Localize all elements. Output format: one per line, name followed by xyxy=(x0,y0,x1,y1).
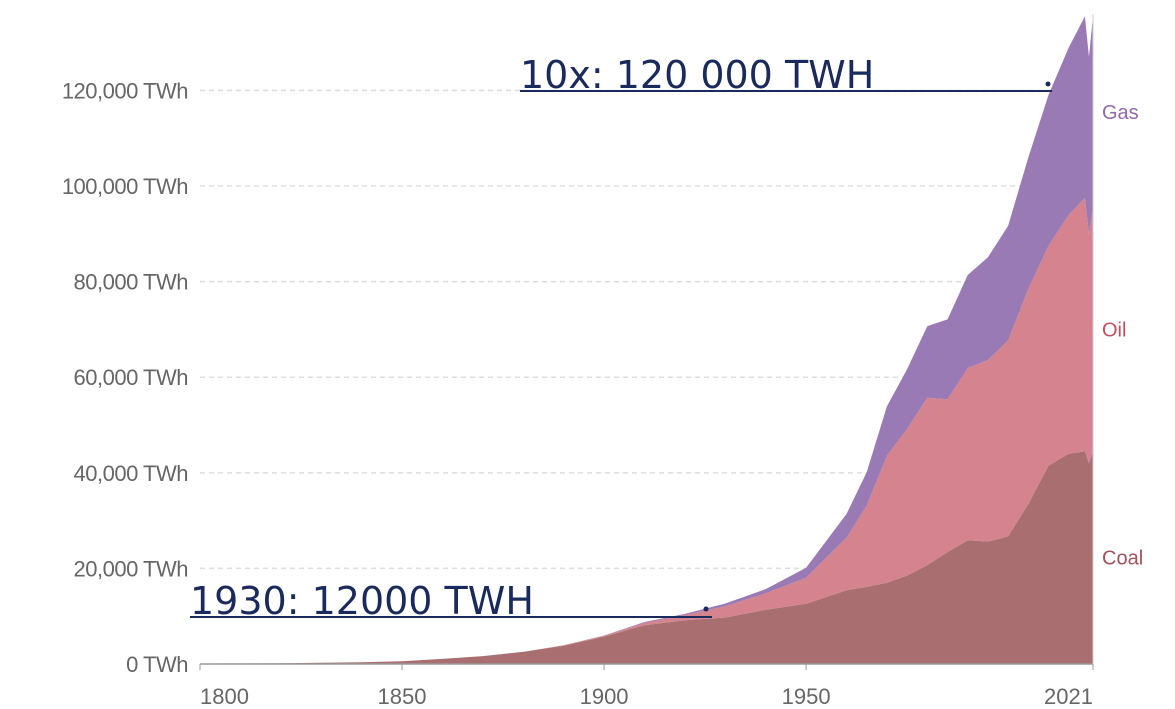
annotation: 1930: 12000 TWH xyxy=(190,579,534,623)
y-tick-label: 40,000 TWh xyxy=(74,461,188,486)
area xyxy=(200,198,1093,664)
y-tick-label: 20,000 TWh xyxy=(74,556,188,581)
area xyxy=(200,451,1093,664)
x-tick-label: 1850 xyxy=(378,684,427,709)
x-tick-label: 1800 xyxy=(200,684,249,709)
x-tick-label: 1900 xyxy=(580,684,629,709)
y-tick-label: 80,000 TWh xyxy=(74,270,188,295)
x-tick-label: 1950 xyxy=(782,684,831,709)
y-tick-label: 120,000 TWh xyxy=(62,78,188,103)
y-tick-label: 60,000 TWh xyxy=(74,365,188,390)
legend-label: Coal xyxy=(1102,548,1143,570)
legend-label: Gas xyxy=(1102,102,1139,124)
annotation: 10x: 120 000 TWH xyxy=(520,53,874,97)
annotation-dot xyxy=(703,606,709,612)
plot: 0 TWh 20,000 TWh 40,000 TWh 60,000 TWh 80,00… xyxy=(62,14,1143,709)
legend-label: Oil xyxy=(1102,319,1126,341)
y-tick-label: 100,000 TWh xyxy=(62,174,188,199)
annotation-dot xyxy=(1045,81,1051,87)
x-tick-label: 2021 xyxy=(1044,684,1093,709)
y-tick-label: 0 TWh xyxy=(126,652,188,677)
